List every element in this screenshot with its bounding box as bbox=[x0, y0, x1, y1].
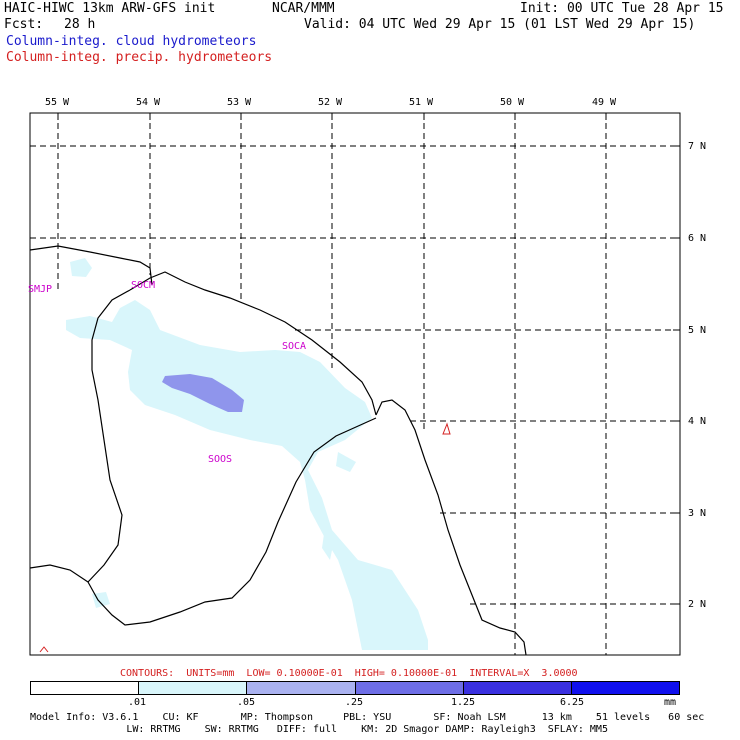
lat-label-2n: 2 N bbox=[688, 599, 707, 610]
cloud-shading bbox=[66, 258, 428, 650]
colorbar-bin-0 bbox=[31, 682, 140, 694]
colorbar-bin-3 bbox=[355, 682, 464, 694]
forecast-hour: 28 h bbox=[64, 17, 96, 32]
cloud-core bbox=[162, 374, 244, 412]
valid-time: Valid: 04 UTC Wed 29 Apr 15 (01 LST Wed … bbox=[304, 17, 696, 32]
coastlines bbox=[29, 245, 527, 656]
lon-label-55w: 55 W bbox=[45, 97, 70, 108]
colorbar-label-1: .05 bbox=[237, 697, 256, 708]
lat-label-7n: 7 N bbox=[688, 141, 707, 152]
station-smjp: SMJP bbox=[28, 284, 53, 295]
colorbar-label-3: 1.25 bbox=[451, 697, 476, 708]
lon-label-54w: 54 W bbox=[136, 97, 161, 108]
lat-label-3n: 3 N bbox=[688, 508, 707, 519]
lat-label-4n: 4 N bbox=[688, 416, 707, 427]
graticule bbox=[30, 113, 680, 655]
lon-label-50w: 50 W bbox=[500, 97, 525, 108]
forecast-label: Fcst: bbox=[4, 17, 44, 32]
lon-label-49w: 49 W bbox=[592, 97, 617, 108]
contour-info: CONTOURS: UNITS=mm LOW= 0.10000E-01 HIGH… bbox=[120, 668, 578, 679]
model-title: HAIC-HIWC 13km ARW-GFS init bbox=[4, 1, 216, 16]
station-socm: SOCM bbox=[131, 280, 156, 291]
station-soca: SOCA bbox=[282, 341, 307, 352]
colorbar-unit: mm bbox=[664, 697, 677, 708]
model-info-line2: LW: RRTMG SW: RRTMG DIFF: full KM: 2D Sm… bbox=[30, 724, 608, 735]
colorbar-bin-2 bbox=[247, 682, 356, 694]
model-info-line1: Model Info: V3.6.1 CU: KF MP: Thompson P… bbox=[30, 712, 705, 723]
cloud-field-title: Column-integ. cloud hydrometeors bbox=[6, 34, 257, 49]
precip-contour-edge bbox=[39, 646, 49, 653]
map-frame bbox=[29, 112, 681, 656]
init-time: Init: 00 UTC Tue 28 Apr 15 bbox=[520, 1, 724, 16]
colorbar-bin-1 bbox=[139, 682, 248, 694]
colorbar-label-0: .01 bbox=[128, 697, 147, 708]
precip-field-title: Column-integ. precip. hydrometeors bbox=[6, 50, 273, 65]
station-soos: SOOS bbox=[208, 454, 233, 465]
lat-label-6n: 6 N bbox=[688, 233, 707, 244]
frame-ticks bbox=[57, 113, 680, 605]
precip-contour-marker bbox=[442, 422, 451, 435]
colorbar-label-4: 6.25 bbox=[560, 697, 585, 708]
lon-label-53w: 53 W bbox=[227, 97, 252, 108]
lon-label-51w: 51 W bbox=[409, 97, 434, 108]
colorbar-bin-4 bbox=[463, 682, 572, 694]
lon-label-52w: 52 W bbox=[318, 97, 343, 108]
colorbar-bin-5 bbox=[571, 682, 680, 694]
colorbar-label-2: .25 bbox=[345, 697, 364, 708]
org-label: NCAR/MMM bbox=[272, 1, 335, 16]
lat-label-5n: 5 N bbox=[688, 325, 707, 336]
colorbar bbox=[30, 681, 680, 695]
